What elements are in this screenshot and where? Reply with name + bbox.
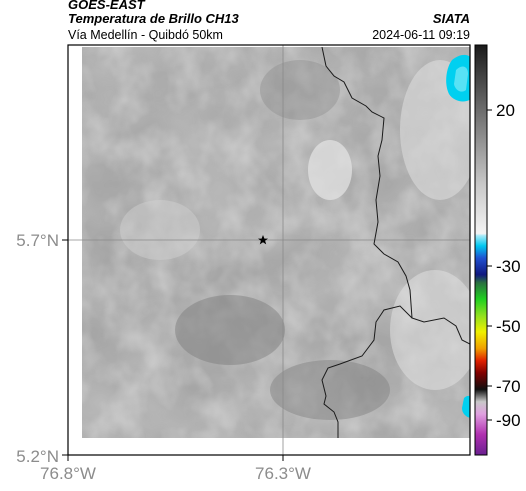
colorbar-label: -70 [496, 377, 521, 396]
department-boundary-south [321, 305, 413, 438]
satellite-name: GOES-EAST [68, 0, 145, 12]
colorbar-label: -30 [496, 257, 521, 276]
colorbar-label: 20 [496, 101, 515, 120]
brightness-temperature-image [82, 47, 470, 438]
product-title: Temperatura de Brillo CH13 [68, 11, 239, 26]
location-label: Vía Medellín - Quibdó 50km [68, 28, 223, 42]
colorbar-label: -90 [496, 411, 521, 430]
cold-cloud-top-south [462, 395, 470, 418]
lon-tick-label: 76.3°W [255, 464, 311, 483]
agency-label: SIATA [432, 11, 470, 26]
star-icon [258, 235, 268, 245]
lat-tick-label: 5.2°N [16, 447, 59, 466]
lat-tick-label: 5.7°N [16, 231, 59, 250]
colorbar: 20 -30 -50 -70 -90 [474, 44, 521, 456]
datetime-label: 2024-06-11 09:19 [372, 28, 470, 42]
lon-tick-label: 76.8°W [40, 464, 96, 483]
colorbar-label: -50 [496, 317, 521, 336]
map-frame [67, 44, 471, 456]
department-boundary [321, 47, 470, 345]
colorbar-ramp [474, 44, 488, 456]
